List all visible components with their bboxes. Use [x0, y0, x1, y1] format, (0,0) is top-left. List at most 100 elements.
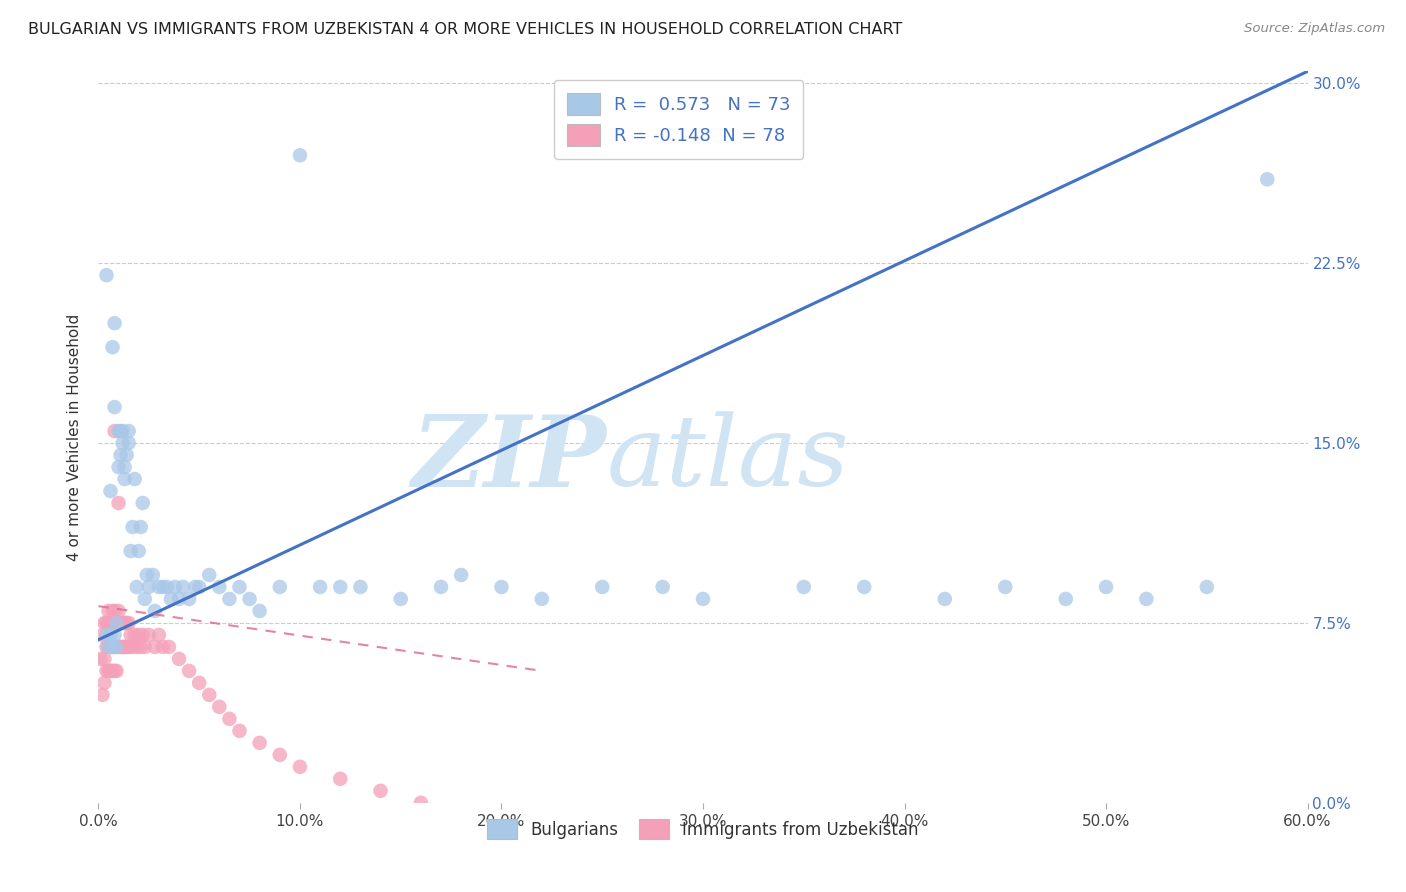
Point — [1256, 172, 1278, 186]
Point — [114, 615, 136, 630]
Point — [107, 460, 129, 475]
Point — [110, 448, 132, 462]
Point — [100, 664, 122, 678]
Point — [132, 496, 155, 510]
Point — [114, 460, 136, 475]
Point — [1135, 591, 1157, 606]
Point — [934, 591, 956, 606]
Point — [134, 591, 156, 606]
Point — [228, 580, 250, 594]
Point — [1054, 591, 1077, 606]
Point — [450, 807, 472, 822]
Point — [111, 640, 134, 654]
Point — [100, 483, 122, 498]
Point — [118, 424, 141, 438]
Point — [128, 544, 150, 558]
Point — [157, 640, 180, 654]
Point — [1095, 580, 1118, 594]
Point — [491, 580, 513, 594]
Point — [591, 580, 613, 594]
Point — [125, 580, 148, 594]
Point — [118, 436, 141, 450]
Point — [101, 664, 124, 678]
Point — [208, 699, 231, 714]
Point — [148, 580, 170, 594]
Point — [107, 496, 129, 510]
Point — [288, 760, 311, 774]
Point — [115, 448, 138, 462]
Point — [103, 400, 125, 414]
Point — [120, 628, 142, 642]
Point — [101, 640, 124, 654]
Point — [198, 688, 221, 702]
Point — [329, 772, 352, 786]
Point — [793, 580, 815, 594]
Point — [93, 615, 115, 630]
Point — [160, 591, 183, 606]
Point — [103, 628, 125, 642]
Point — [103, 615, 125, 630]
Point — [172, 580, 194, 594]
Point — [853, 580, 876, 594]
Point — [129, 520, 152, 534]
Point — [89, 652, 111, 666]
Point — [101, 604, 124, 618]
Point — [107, 424, 129, 438]
Point — [188, 676, 211, 690]
Point — [370, 784, 392, 798]
Point — [124, 628, 146, 642]
Point — [793, 855, 815, 870]
Point — [184, 580, 207, 594]
Point — [96, 615, 118, 630]
Point — [143, 604, 166, 618]
Point — [97, 664, 120, 678]
Point — [148, 628, 170, 642]
Point — [218, 712, 240, 726]
Point — [591, 831, 613, 846]
Point — [198, 568, 221, 582]
Point — [121, 520, 143, 534]
Point — [105, 615, 128, 630]
Point — [430, 580, 453, 594]
Point — [329, 580, 352, 594]
Point — [107, 604, 129, 618]
Point — [134, 640, 156, 654]
Point — [349, 580, 371, 594]
Point — [91, 688, 114, 702]
Point — [93, 652, 115, 666]
Point — [97, 640, 120, 654]
Point — [100, 640, 122, 654]
Point — [249, 604, 271, 618]
Point — [111, 436, 134, 450]
Point — [105, 664, 128, 678]
Legend: Bulgarians, Immigrants from Uzbekistan: Bulgarians, Immigrants from Uzbekistan — [478, 809, 928, 849]
Point — [132, 628, 155, 642]
Point — [994, 880, 1017, 892]
Point — [450, 568, 472, 582]
Point — [105, 615, 128, 630]
Point — [167, 652, 190, 666]
Point — [115, 640, 138, 654]
Point — [93, 676, 115, 690]
Point — [101, 340, 124, 354]
Point — [249, 736, 271, 750]
Point — [179, 591, 201, 606]
Point — [118, 640, 141, 654]
Point — [103, 604, 125, 618]
Point — [100, 628, 122, 642]
Text: atlas: atlas — [606, 411, 849, 507]
Point — [143, 640, 166, 654]
Point — [269, 747, 291, 762]
Point — [179, 664, 201, 678]
Point — [100, 615, 122, 630]
Point — [97, 604, 120, 618]
Point — [228, 723, 250, 738]
Point — [114, 640, 136, 654]
Point — [129, 640, 152, 654]
Point — [111, 615, 134, 630]
Point — [409, 796, 432, 810]
Point — [269, 580, 291, 594]
Point — [1195, 580, 1218, 594]
Point — [105, 640, 128, 654]
Point — [96, 268, 118, 283]
